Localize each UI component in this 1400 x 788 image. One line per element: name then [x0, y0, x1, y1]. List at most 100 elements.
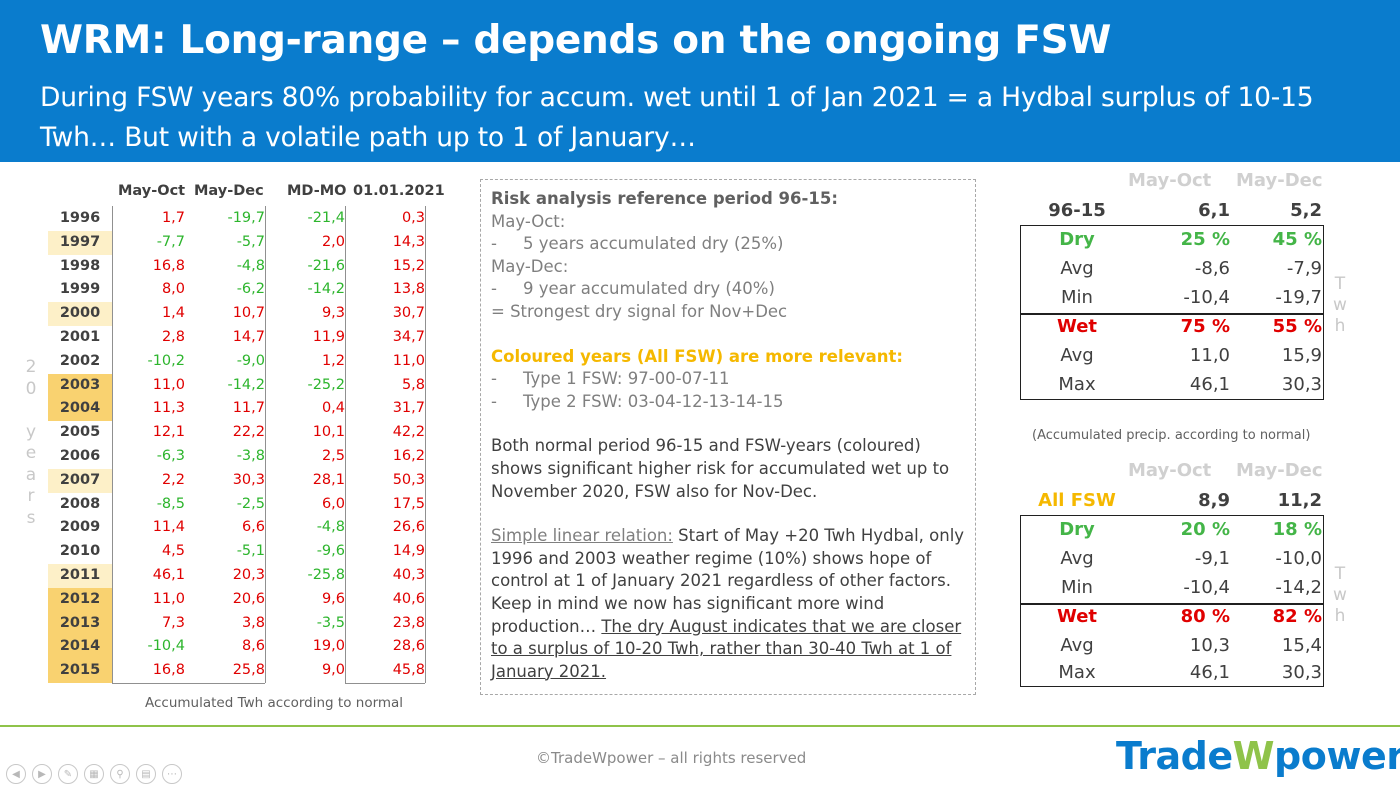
table-divider: [345, 206, 346, 683]
wet-label: Wet: [1056, 606, 1098, 627]
value-cell: 2,5: [321, 448, 345, 464]
dry-min-may-oct: -10,4: [1183, 287, 1230, 308]
year-cell: 2001: [59, 329, 101, 345]
type1-fsw: Type 1 FSW: 97-00-07-11: [491, 368, 965, 391]
table-row: 2014 -10,4 8,6 19,0 28,6: [48, 635, 428, 660]
value-cell: 30,3: [232, 471, 265, 488]
value-cell: 11,7: [232, 400, 265, 417]
value-cell: 34,7: [392, 329, 425, 345]
value-cell: 22,2: [232, 424, 265, 441]
value-cell: 23,8: [392, 614, 425, 631]
year-cell: 2003: [48, 373, 112, 398]
value-cell: 16,2: [392, 448, 425, 464]
stats-ref-may-oct: 8,9: [1198, 490, 1230, 511]
simple-relation-paragraph: Simple linear relation: Start of May +20…: [491, 525, 965, 683]
next-icon[interactable]: ▶: [32, 764, 52, 784]
footer-divider: [0, 725, 1400, 727]
value-cell: -4,8: [236, 257, 265, 274]
slides-icon[interactable]: ▦: [84, 764, 104, 784]
value-cell: 16,8: [152, 662, 185, 679]
table-row: 1996 1,7 -19,7 -21,4 0,3: [48, 207, 428, 231]
col-header-may-oct: May-Oct: [118, 183, 186, 199]
year-cell: 2009: [59, 519, 101, 536]
table-row: 2009 11,4 6,6 -4,8 26,6: [48, 516, 428, 540]
dry-label: Dry: [1059, 229, 1095, 250]
dry-avg-label: Avg: [1060, 548, 1094, 569]
dry-august-text: The dry August indicates that we are clo…: [491, 616, 962, 681]
slideshow-toolbar: ◀ ▶ ✎ ▦ ⚲ ▤ ⋯: [6, 764, 182, 784]
value-cell: 0,4: [321, 400, 345, 417]
value-cell: 28,6: [392, 638, 425, 655]
dry-may-oct: 20 %: [1180, 519, 1230, 540]
year-cell: 1996: [59, 210, 101, 226]
value-cell: 10,7: [232, 305, 265, 322]
year-cell: 2007: [48, 468, 112, 493]
wet-may-oct: 80 %: [1180, 606, 1230, 627]
stats-wet-row: Wet 75 % 55 %: [1020, 312, 1324, 341]
zoom-icon[interactable]: ⚲: [110, 764, 130, 784]
value-cell: 9,6: [321, 590, 345, 607]
year-cell: 1997: [48, 230, 112, 255]
dry-label: Dry: [1059, 519, 1095, 540]
value-cell: 42,2: [392, 424, 425, 441]
table-row: 2006 -6,3 -3,8 2,5 16,2: [48, 445, 428, 469]
table-row: 1998 16,8 -4,8 -21,6 15,2: [48, 255, 428, 279]
year-cell: 1998: [59, 257, 101, 274]
value-cell: -10,4: [147, 638, 185, 655]
table-divider: [345, 683, 425, 684]
table-row: 1999 8,0 -6,2 -14,2 13,8: [48, 278, 428, 302]
value-cell: 11,3: [152, 400, 185, 417]
value-cell: 6,6: [241, 519, 265, 536]
wet-avg-may-dec: 15,9: [1281, 345, 1322, 366]
dry-min-may-dec: -19,7: [1275, 287, 1322, 308]
table-row: 2013 7,3 3,8 -3,5 23,8: [48, 611, 428, 636]
stats-dry-min-row: Min -10,4 -14,2: [1020, 573, 1324, 602]
table-row: 2012 11,0 20,6 9,6 40,6: [48, 587, 428, 612]
value-cell: 17,5: [392, 495, 425, 512]
value-cell: 14,3: [392, 233, 425, 250]
stats-dry-avg-row: Avg -8,6 -7,9: [1020, 254, 1324, 283]
year-cell: 2014: [48, 635, 112, 660]
value-cell: 9,3: [321, 305, 345, 322]
prev-icon[interactable]: ◀: [6, 764, 26, 784]
stats-dry-row: Dry 20 % 18 %: [1020, 515, 1324, 544]
wet-avg-label: Avg: [1060, 635, 1094, 656]
logo-part: Trade: [1116, 734, 1233, 778]
dry-box: [1020, 515, 1324, 605]
more-icon[interactable]: ⋯: [162, 764, 182, 784]
value-cell: 11,0: [152, 590, 185, 607]
simple-relation-label: Simple linear relation:: [491, 526, 673, 546]
table-row: 2011 46,1 20,3 -25,8 40,3: [48, 564, 428, 588]
type2-fsw: Type 2 FSW: 03-04-12-13-14-15: [491, 391, 965, 414]
table-row: 2005 12,1 22,2 10,1 42,2: [48, 421, 428, 445]
table-divider: [425, 206, 426, 683]
value-cell: 8,6: [241, 638, 265, 655]
table-divider: [112, 206, 113, 683]
stats-col-may-dec: May-Dec: [1236, 460, 1323, 481]
slide-title: WRM: Long-range – depends on the ongoing…: [40, 18, 1112, 63]
wet-max-label: Max: [1058, 662, 1096, 683]
may-dec-label: May-Dec:: [491, 256, 569, 276]
value-cell: 31,7: [392, 400, 425, 417]
value-cell: 45,8: [392, 662, 425, 679]
value-cell: 9,0: [321, 662, 345, 679]
tradewpower-logo: TradeWpower: [1116, 734, 1400, 778]
value-cell: 14,7: [232, 329, 265, 345]
value-cell: 11,0: [392, 352, 425, 369]
stats-ref-may-oct: 6,1: [1198, 200, 1230, 221]
simple-relation-text: Start of May +20 Twh Hydbal, only 1996 a…: [491, 526, 965, 636]
risk-conclusion: = Strongest dry signal for Nov+Dec: [491, 301, 788, 321]
subtitle-icon[interactable]: ▤: [136, 764, 156, 784]
year-cell: 2005: [59, 424, 101, 441]
value-cell: -3,5: [316, 614, 345, 631]
value-cell: 6,0: [321, 495, 345, 512]
value-cell: 11,0: [152, 376, 185, 393]
wet-max-may-oct: 46,1: [1189, 374, 1230, 395]
wet-avg-may-dec: 15,4: [1281, 635, 1322, 656]
wet-may-dec: 82 %: [1272, 606, 1322, 627]
pen-icon[interactable]: ✎: [58, 764, 78, 784]
may-oct-item: 5 years accumulated dry (25%): [491, 233, 965, 256]
stats-dry-avg-row: Avg -9,1 -10,0: [1020, 544, 1324, 573]
value-cell: -7,7: [156, 233, 185, 250]
